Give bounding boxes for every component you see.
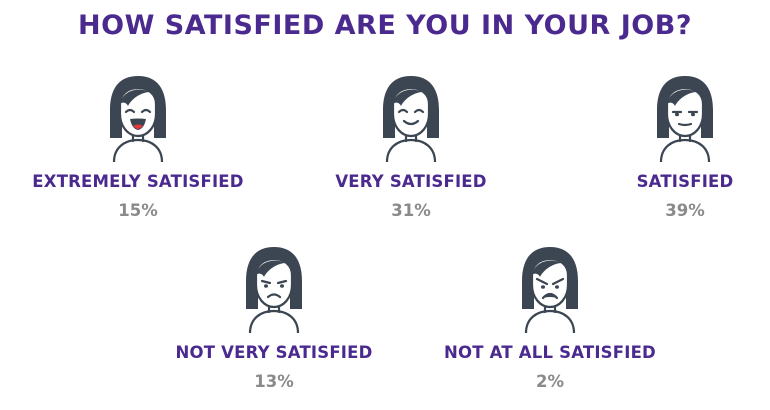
result-not-at-all-satisfied: NOT AT ALL SATISFIED 2% bbox=[420, 245, 680, 391]
unhappy-face-icon bbox=[246, 247, 302, 334]
result-label: VERY SATISFIED bbox=[335, 172, 487, 191]
result-very-satisfied: VERY SATISFIED 31% bbox=[281, 74, 541, 220]
result-percent: 31% bbox=[391, 201, 431, 220]
result-extremely-satisfied: EXTREMELY SATISFIED 15% bbox=[8, 74, 268, 220]
result-label: NOT AT ALL SATISFIED bbox=[444, 343, 656, 362]
result-label: EXTREMELY SATISFIED bbox=[32, 172, 244, 191]
neutral-face-icon bbox=[657, 76, 713, 163]
very-happy-face-icon bbox=[110, 76, 166, 163]
angry-face-icon bbox=[522, 247, 578, 334]
result-percent: 15% bbox=[118, 201, 158, 220]
result-label: SATISFIED bbox=[636, 172, 734, 191]
result-percent: 39% bbox=[665, 201, 705, 220]
result-satisfied: SATISFIED 39% bbox=[555, 74, 770, 220]
result-percent: 13% bbox=[254, 372, 294, 391]
result-not-very-satisfied: NOT VERY SATISFIED 13% bbox=[144, 245, 404, 391]
happy-face-icon bbox=[383, 76, 439, 163]
result-percent: 2% bbox=[535, 372, 564, 391]
result-label: NOT VERY SATISFIED bbox=[175, 343, 373, 362]
page-title: HOW SATISFIED ARE YOU IN YOUR JOB? bbox=[78, 10, 692, 41]
